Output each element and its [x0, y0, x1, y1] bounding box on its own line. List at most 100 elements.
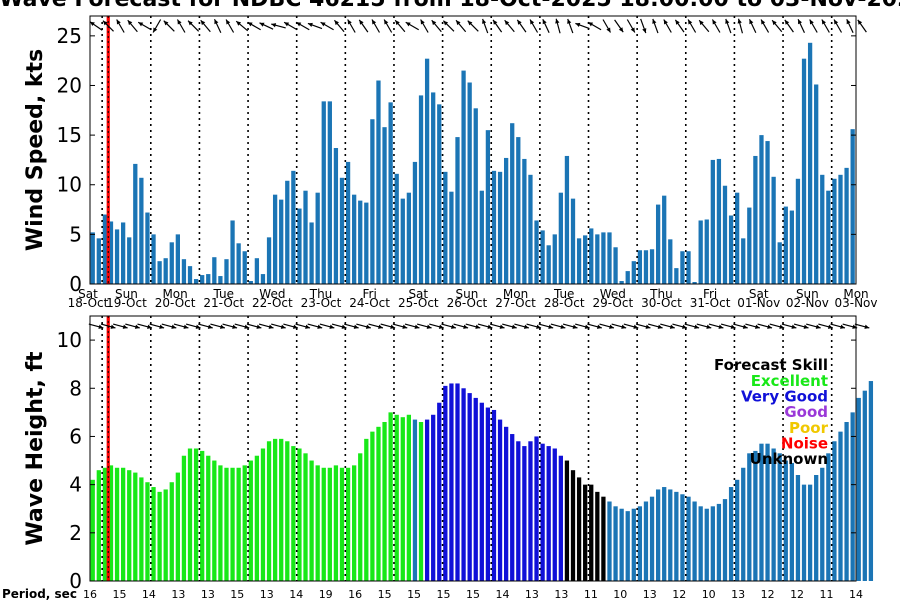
y-tick-label-2: 4 — [69, 473, 82, 497]
bar-94 — [662, 487, 667, 581]
y-tick-label-5: 25 — [57, 24, 82, 48]
day-label-dow-6: Fri — [363, 287, 377, 301]
wind-dir-arrowhead-63 — [864, 324, 870, 329]
day-label-date-7: 25-Oct — [398, 296, 439, 310]
bar-89 — [631, 261, 636, 284]
wind-dir-arrowhead-50 — [699, 20, 704, 26]
bar-78 — [564, 460, 570, 581]
period-tick-17: 11 — [584, 588, 598, 600]
bar-66 — [491, 170, 497, 284]
bar-31 — [279, 199, 284, 284]
wind-dir-arrowhead-28 — [431, 20, 437, 26]
plot-area — [90, 16, 856, 284]
wind-dir-arrowhead-31 — [467, 20, 473, 26]
wind-dir-arrowhead-42 — [609, 324, 614, 329]
wind-dir-arrowhead-6 — [163, 20, 169, 26]
wind-dir-arrowhead-10 — [219, 324, 225, 329]
bar-127 — [862, 390, 867, 581]
wind-dir-arrowhead-7 — [177, 19, 182, 25]
bar-86 — [613, 247, 618, 284]
bar-85 — [607, 232, 612, 284]
wind-dir-arrowhead-8 — [195, 324, 201, 329]
bar-28 — [260, 448, 266, 581]
bar-44 — [358, 200, 363, 284]
wind-dir-arrowhead-39 — [567, 18, 572, 24]
wind-dir-arrowhead-26 — [414, 324, 420, 329]
bar-12 — [163, 258, 168, 284]
bar-89 — [631, 508, 636, 581]
bar-39 — [327, 101, 332, 284]
bar-33 — [291, 170, 296, 284]
wind-dir-arrowhead-21 — [353, 324, 359, 329]
bar-43 — [352, 465, 357, 581]
bar-13 — [169, 242, 174, 284]
bar-22 — [224, 467, 229, 581]
bar-103 — [716, 158, 722, 284]
bar-77 — [558, 455, 563, 581]
wind-dir-arrowhead-23 — [371, 19, 377, 25]
bar-10 — [151, 487, 156, 581]
bar-3 — [108, 221, 114, 284]
bar-32 — [285, 441, 290, 581]
bar-123 — [838, 431, 843, 581]
day-label-date-8: 26-Oct — [447, 296, 488, 310]
period-tick-23: 12 — [761, 588, 775, 600]
bar-2 — [102, 214, 108, 284]
period-tick-20: 12 — [672, 588, 686, 600]
bar-118 — [807, 484, 813, 581]
wind-dir-arrowhead-58 — [798, 19, 802, 25]
bar-68 — [503, 157, 509, 284]
period-tick-25: 11 — [820, 588, 834, 600]
wind-dir-arrowhead-1 — [110, 324, 116, 329]
bar-102 — [710, 159, 715, 284]
plot-frame — [89, 315, 857, 582]
bar-119 — [814, 84, 819, 284]
bar-87 — [619, 508, 624, 581]
bar-63 — [473, 397, 478, 581]
wind-dir-arrowhead-60 — [827, 324, 833, 329]
bar-21 — [218, 276, 223, 284]
bar-115 — [789, 462, 795, 581]
bar-20 — [212, 257, 217, 284]
period-tick-3: 13 — [171, 588, 185, 600]
period-tick-21: 10 — [702, 588, 716, 600]
bar-1 — [96, 470, 101, 581]
bar-90 — [637, 506, 643, 581]
bar-39 — [327, 467, 332, 581]
bar-93 — [655, 204, 661, 284]
wind-dir-arrowhead-8 — [188, 20, 193, 26]
wind-dir-arrowhead-11 — [232, 324, 238, 329]
bar-46 — [370, 431, 375, 581]
wind-dir-arrowhead-14 — [259, 22, 265, 27]
bar-41 — [339, 177, 345, 284]
day-label-date-10: 28-Oct — [544, 296, 585, 310]
day-label-date-6: 24-Oct — [349, 296, 390, 310]
bar-119 — [814, 475, 819, 581]
wind-dir-arrowhead-61 — [840, 324, 846, 329]
wind-dir-arrowhead-29 — [451, 324, 456, 329]
wave-height-panel: 0 2 4 6 8 10 Wave Height, ft Forecast SkillExce… — [2, 315, 874, 601]
bar-2 — [102, 467, 108, 581]
bar-22 — [224, 259, 229, 284]
day-label-dow-9: Mon — [503, 287, 528, 301]
wind-dir-arrowhead-16 — [284, 22, 290, 27]
bar-47 — [376, 426, 381, 581]
wind-dir-arrowhead-26 — [405, 22, 411, 27]
bar-0 — [90, 479, 95, 581]
bar-106 — [735, 192, 740, 284]
period-tick-10: 15 — [378, 588, 392, 600]
wind-dir-arrowhead-51 — [712, 19, 717, 25]
wind-dir-arrowhead-47 — [663, 19, 668, 25]
bar-80 — [576, 477, 582, 581]
bar-16 — [187, 266, 193, 284]
bar-96 — [674, 268, 679, 284]
bar-87 — [619, 281, 624, 284]
day-label-date-13: 31-Oct — [690, 296, 731, 310]
bar-86 — [613, 506, 618, 581]
bar-52 — [406, 414, 412, 581]
wind-dir-arrowhead-59 — [815, 324, 821, 329]
bar-9 — [145, 482, 150, 581]
wind-dir-arrowhead-44 — [630, 27, 635, 33]
bar-120 — [820, 174, 825, 284]
bar-65 — [485, 407, 491, 581]
